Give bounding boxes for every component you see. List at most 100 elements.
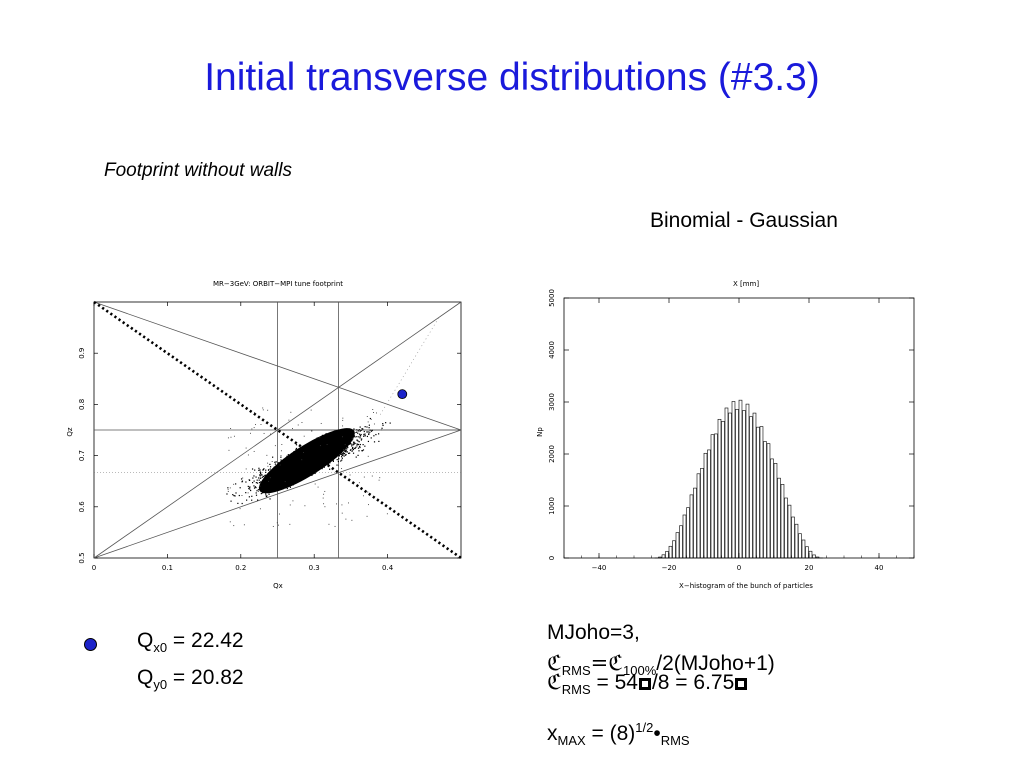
particle-point [272,482,274,484]
particle-point [283,479,285,481]
particle-point [306,444,308,447]
particle-point [323,453,325,455]
particle-point [270,473,272,475]
particle-point [287,484,289,486]
particle-point [261,476,264,478]
particle-point [378,433,380,435]
particle-point [378,440,380,443]
particle-point [299,473,301,475]
particle-point [325,449,327,451]
particle-point [291,469,294,471]
particle-point [341,453,343,456]
particle-point [289,478,292,481]
particle-point [322,460,324,462]
particle-point [308,448,310,451]
particle-point [342,452,344,455]
particle-point [322,445,325,448]
particle-point [321,443,324,445]
particle-point [329,440,331,442]
particle-point [317,467,319,469]
particle-point [296,457,298,459]
particle-point [257,499,259,501]
halo-point [343,449,344,451]
particle-point [358,433,361,435]
particle-point [308,457,310,459]
particle-point [304,471,306,473]
particle-point [309,451,312,453]
particle-point [255,482,257,484]
particle-point [319,449,321,451]
particle-point [335,452,338,454]
particle-point [282,469,284,472]
particle-point [272,468,274,470]
halo-point [378,479,380,481]
particle-point [291,465,294,467]
particle-point [294,460,296,462]
particle-point [335,446,337,449]
particle-point [306,463,308,465]
halo-point [229,521,231,523]
particle-point [269,480,271,483]
particle-point [336,454,338,456]
particle-point [329,468,331,470]
particle-point [250,489,252,492]
particle-point [274,471,276,474]
particle-point [293,475,295,477]
particle-point [282,470,285,473]
particle-point [330,455,332,457]
particle-point [256,490,258,492]
particle-point [304,447,306,449]
particle-point [254,486,256,488]
particle-point [312,467,314,469]
particle-point [259,474,261,476]
particle-point [258,469,260,471]
particle-point [287,463,289,465]
particle-point [325,443,327,446]
particle-point [333,442,336,444]
particle-point [358,450,360,452]
halo-point [290,411,292,413]
particle-point [302,472,304,474]
particle-point [332,440,334,442]
x-tick-label: 0.3 [309,564,320,572]
halo-point [372,409,374,410]
particle-point [331,441,334,443]
particle-point [273,470,275,472]
particle-point [314,459,317,461]
particle-point [253,480,255,482]
particle-point [293,477,295,479]
particle-point [260,481,262,483]
particle-point [286,466,288,468]
halo-point [254,412,256,414]
y-tick-label: 3000 [548,393,556,411]
particle-point [288,460,291,462]
particle-point [299,464,301,466]
particle-point [272,479,274,481]
particle-point [338,447,341,449]
particle-point [282,461,284,463]
particle-point [303,453,305,455]
particle-point [328,457,330,459]
particle-point [312,469,314,471]
particle-point [298,462,300,464]
particle-point [294,472,296,474]
particle-point [337,446,339,448]
particle-point [309,461,311,463]
particle-point [298,466,300,469]
particle-point [320,461,322,463]
particle-point [352,436,354,438]
particle-point [268,490,271,492]
particle-point [368,424,370,426]
particle-point [367,440,370,443]
particle-point [312,458,314,460]
particle-point [309,465,311,467]
particle-point [364,435,366,437]
particle-point [297,460,300,462]
halo-point [233,483,235,485]
halo-point [303,435,305,437]
histogram-bar [668,545,673,559]
particle-point [321,444,323,446]
particle-point [295,461,297,463]
particle-point [234,495,236,497]
particle-point [292,468,294,470]
